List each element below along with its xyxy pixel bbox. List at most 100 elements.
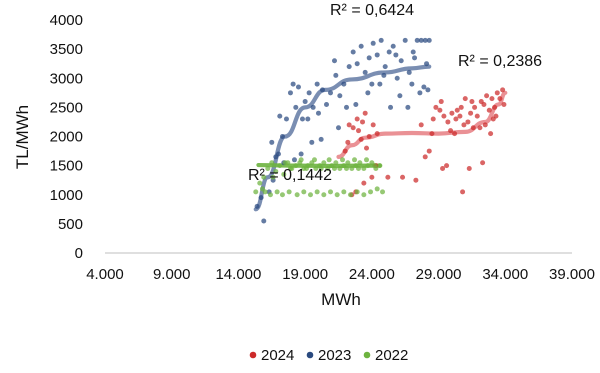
x-tick-label: 34.000 <box>482 266 528 283</box>
data-point-2022 <box>365 163 371 169</box>
data-point-2024 <box>369 174 375 180</box>
data-point-2022 <box>334 192 340 198</box>
data-point-2024 <box>452 131 458 137</box>
data-point-2022 <box>313 166 319 172</box>
data-point-2024 <box>461 122 467 128</box>
data-point-2023 <box>254 203 260 209</box>
data-point-2023 <box>336 125 341 131</box>
data-point-2022 <box>273 168 279 174</box>
data-point-2023 <box>331 58 337 64</box>
data-point-2023 <box>298 151 304 157</box>
data-point-2024 <box>362 110 368 116</box>
data-point-2023 <box>269 139 275 145</box>
data-point-2023 <box>346 64 352 70</box>
data-point-2023 <box>406 69 412 75</box>
data-point-2023 <box>337 93 343 99</box>
data-point-2024 <box>453 116 459 122</box>
data-point-2024 <box>493 113 499 119</box>
data-point-2023 <box>412 55 418 61</box>
data-point-2022 <box>377 163 383 169</box>
legend-marker-2024 <box>249 351 257 359</box>
x-tick-label: 9.000 <box>153 266 191 283</box>
data-point-2023 <box>421 84 427 90</box>
data-point-2023 <box>402 37 408 43</box>
data-point-2022 <box>325 166 331 172</box>
y-tick-labels: 0 500 1000 1500 2000 2500 3000 3500 4000 <box>50 12 83 262</box>
x-tick-label: 29.000 <box>416 266 462 283</box>
data-point-2022 <box>327 189 333 195</box>
data-point-2022 <box>341 189 347 195</box>
data-point-2024 <box>484 93 490 99</box>
data-point-2024 <box>482 122 488 128</box>
legend-label-2023: 2023 <box>318 347 351 364</box>
r2-label-2024: R² = 0,2386 <box>458 53 542 70</box>
data-point-2023 <box>377 81 383 87</box>
data-point-2023 <box>426 37 432 43</box>
data-point-2023 <box>398 58 404 64</box>
data-point-2022 <box>333 160 339 166</box>
data-point-2024 <box>486 107 492 113</box>
data-point-2024 <box>454 107 460 113</box>
data-point-2023 <box>422 37 428 43</box>
data-point-2023 <box>333 72 339 78</box>
data-point-2022 <box>380 189 386 195</box>
data-point-2023 <box>369 81 375 87</box>
data-point-2024 <box>472 104 478 110</box>
data-point-2023 <box>381 72 387 78</box>
data-point-2022 <box>261 174 267 180</box>
data-point-2024 <box>345 139 351 145</box>
data-point-2022 <box>321 160 327 166</box>
data-point-2022 <box>281 171 287 177</box>
x-tick-label: 39.000 <box>549 266 595 283</box>
data-point-2024 <box>465 119 471 125</box>
data-point-2023 <box>341 81 347 87</box>
data-point-2023 <box>293 104 299 110</box>
data-point-2024 <box>441 113 447 119</box>
data-point-2022 <box>298 157 304 163</box>
data-point-2022 <box>286 189 292 195</box>
data-point-2023 <box>370 40 376 46</box>
data-point-2024 <box>374 131 380 137</box>
data-point-2023 <box>394 75 400 81</box>
data-point-2022 <box>270 174 276 180</box>
data-point-2022 <box>293 163 299 169</box>
y-tick-label: 500 <box>58 216 83 233</box>
data-point-2022 <box>364 157 370 163</box>
data-point-2022 <box>282 160 288 166</box>
data-point-2023 <box>261 218 267 224</box>
data-point-2023 <box>318 136 324 142</box>
data-point-2022 <box>321 192 327 198</box>
data-point-2022 <box>357 160 363 166</box>
r2-label-2023: R² = 0,6424 <box>330 2 414 19</box>
data-point-2022 <box>354 189 360 195</box>
data-point-2023 <box>414 37 420 43</box>
data-point-2024 <box>445 119 451 125</box>
data-point-2024 <box>438 99 444 105</box>
data-point-2022 <box>253 189 259 195</box>
trendline-2024 <box>336 90 508 159</box>
data-point-2024 <box>460 189 466 195</box>
data-point-2023 <box>273 154 279 160</box>
data-point-2022 <box>294 192 300 198</box>
data-point-2024 <box>457 113 463 119</box>
data-point-2024 <box>358 136 364 142</box>
legend: 2024 2023 2022 <box>249 347 408 364</box>
legend-label-2024: 2024 <box>261 347 294 364</box>
data-point-2022 <box>352 157 358 163</box>
data-point-2022 <box>337 166 343 172</box>
data-point-2022 <box>269 160 275 166</box>
data-point-2023 <box>378 37 384 43</box>
x-tick-label: 19.000 <box>282 266 328 283</box>
y-tick-label: 2500 <box>50 99 83 116</box>
data-point-2023 <box>295 84 301 90</box>
data-point-2023 <box>366 55 372 61</box>
data-point-2024 <box>350 125 356 131</box>
x-tick-label: 4.000 <box>86 266 124 283</box>
x-axis-title: MWh <box>321 290 361 309</box>
data-point-2023 <box>287 90 293 96</box>
legend-marker-2022 <box>363 351 371 359</box>
data-point-2023 <box>410 49 416 55</box>
data-point-2023 <box>344 104 350 110</box>
data-point-2023 <box>393 52 399 58</box>
